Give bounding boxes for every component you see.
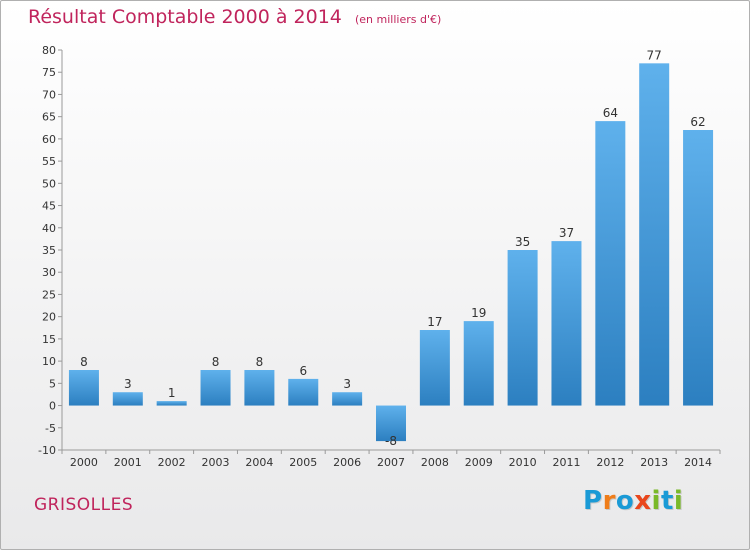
axes: -10 -5 0 5 10 15 20 25 30 35 40 45 50 55 60 65 70 75 80 200… [38,44,721,469]
y-tick-label: 10 [42,355,56,368]
x-tick-label: 2007 [377,456,405,469]
bar [683,130,714,406]
bar [200,370,231,406]
bar-value-label: 62 [690,115,705,129]
x-tick-label: 2010 [509,456,537,469]
x-tick-label: 2004 [245,456,273,469]
data-labels: 8 3 1 8 8 6 3 -8 17 19 35 37 64 77 62 [80,48,706,448]
chart-title: Résultat Comptable 2000 à 2014 (en milli… [28,6,441,28]
logo-letter: i [651,486,661,516]
bar [595,121,626,406]
y-tick-label: 30 [42,266,56,279]
bar [419,330,450,406]
y-tick-label: 40 [42,222,56,235]
y-tick-label: 20 [42,311,56,324]
x-tick-label: 2011 [552,456,580,469]
bar [332,392,363,406]
x-tick-label: 2003 [202,456,230,469]
bar [376,405,406,442]
bar [112,392,143,406]
y-tick-label: 60 [42,133,56,146]
bar-value-label: 3 [124,377,132,391]
bar [551,241,582,406]
bar [463,321,494,406]
bar-value-label: 19 [471,306,486,320]
y-tick-label: 45 [42,200,56,213]
y-tick-label: 55 [42,155,56,168]
x-tick-label: 2001 [114,456,142,469]
x-tick-label: 2013 [640,456,668,469]
bar-value-label: 3 [343,377,351,391]
bar-value-label: 8 [80,355,88,369]
bar-value-label: 37 [559,226,574,240]
x-tick-label: 2006 [333,456,361,469]
bar [288,378,319,406]
y-tick-label: -5 [45,422,56,435]
place-name: GRISOLLES [34,495,134,515]
x-tick-label: 2009 [465,456,493,469]
logo-letter: i [673,486,684,516]
logo-letter: o [615,486,635,516]
bar-value-label: 1 [168,386,176,400]
bar-value-label: 77 [647,48,662,62]
bar [156,401,187,406]
bar [244,370,275,406]
bar-value-label: 8 [256,355,264,369]
bar-value-label: -8 [385,434,397,448]
logo-letter: P [583,486,603,516]
y-tick-label: 80 [42,44,56,57]
y-tick-label: 70 [42,88,56,101]
proxiti-logo: Proxiti [583,486,683,516]
x-tick-label: 2012 [596,456,624,469]
y-tick-label: 65 [42,111,56,124]
bar-value-label: 17 [427,315,442,329]
bar [639,63,670,406]
y-tick-label: 15 [42,333,56,346]
x-tick-label: 2014 [684,456,712,469]
logo-letter: r [602,486,616,516]
bar-value-label: 64 [603,106,618,120]
chart-title-unit: (en milliers d'€) [354,13,442,26]
y-tick-label: 75 [42,66,56,79]
bar-value-label: 8 [212,355,220,369]
x-tick-label: 2008 [421,456,449,469]
bar-value-label: 6 [299,364,307,378]
bar [507,250,538,406]
y-tick-label: 50 [42,177,56,190]
bar-value-label: 35 [515,235,530,249]
logo-letter: t [660,486,674,516]
y-tick-label: 5 [49,377,56,390]
bar [68,370,99,406]
x-tick-label: 2005 [289,456,317,469]
y-tick-label: 0 [49,400,56,413]
x-tick-label: 2002 [158,456,186,469]
x-tick-label: 2000 [70,456,98,469]
y-tick-label: 35 [42,244,56,257]
y-tick-label: 25 [42,288,56,301]
logo-letter: x [634,486,652,516]
y-tick-label: -10 [38,444,56,457]
chart-title-main: Résultat Comptable 2000 à 2014 [28,6,342,28]
bars [68,63,714,442]
